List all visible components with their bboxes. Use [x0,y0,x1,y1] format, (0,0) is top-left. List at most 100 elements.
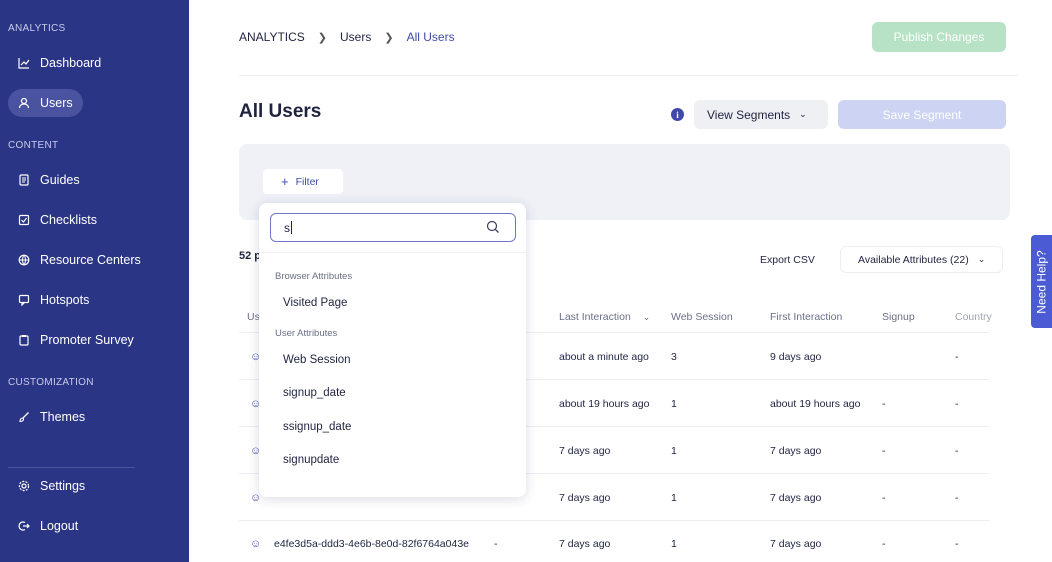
table-cell-country: - [955,538,959,550]
table-cell-signup: - [882,492,886,504]
publish-changes-button[interactable]: Publish Changes [872,22,1006,52]
table-cell-first-interaction: 7 days ago [770,445,822,457]
breadcrumb-item-users[interactable]: Users [340,30,372,44]
table-cell-web-session: 3 [671,351,677,363]
chevron-down-icon: ⌄ [977,254,986,264]
need-help-label: Need Help? [1034,249,1049,314]
table-cell-signup: - [882,398,886,410]
sidebar-item-resource-centers[interactable]: Resource Centers [8,246,151,274]
sidebar-item-users[interactable]: Users [8,89,83,117]
search-input-value: s [284,220,290,235]
logout-icon [18,520,30,532]
table-cell-last-interaction: about 19 hours ago [559,398,650,410]
view-segments-button[interactable]: View Segments ⌄ [694,100,828,129]
table-cell-signup: - [882,538,886,550]
sidebar-item-label: Checklists [40,213,97,227]
dropdown-option[interactable]: signup_date [283,387,346,399]
dropdown-option[interactable]: Visited Page [283,297,348,309]
table-cell-country: - [955,492,959,504]
table-cell-web-session: 1 [671,492,677,504]
page-title: All Users [239,101,322,122]
table-cell-country: - [955,398,959,410]
table-cell-last-interaction: 7 days ago [559,445,611,457]
column-header-signup[interactable]: Signup [882,311,915,323]
column-header-last-interaction[interactable]: Last Interaction ⌄ [559,311,650,323]
row-divider [239,426,989,427]
table-cell-first-interaction: about 19 hours ago [770,398,861,410]
chevron-right-icon: ❯ [317,31,328,44]
column-header-web-session[interactable]: Web Session [671,311,733,323]
column-header-country[interactable]: Country [955,311,992,323]
column-header-first-interaction[interactable]: First Interaction [770,311,843,323]
chevron-right-icon: ❯ [384,31,394,44]
available-attributes-label: Available Attributes (22) [858,253,969,266]
column-header-user[interactable]: Us [247,311,260,323]
info-icon[interactable]: i [671,108,684,121]
row-divider [239,473,989,474]
sidebar-item-promoter-survey[interactable]: Promoter Survey [8,326,144,354]
export-csv-button[interactable]: Export CSV [760,254,815,266]
table-cell-last-interaction: about a minute ago [559,351,649,363]
plus-icon: + [281,174,289,189]
table-cell-web-session: 1 [671,445,677,457]
filter-button-label: Filter [295,175,319,188]
user-avatar-icon: ☺ [250,538,262,550]
filter-button[interactable]: + Filter [263,169,343,194]
group-label-user: User Attributes [275,328,338,339]
section-label-content: CONTENT [8,140,59,151]
dropdown-option[interactable]: ssignup_date [283,421,352,433]
column-header-label: Last Interaction [559,311,631,323]
view-segments-label: View Segments [707,107,791,122]
sidebar-item-logout[interactable]: Logout [8,512,88,540]
table-cell-user-id[interactable]: e4fe3d5a-ddd3-4e6b-8e0d-82f6764a043e [274,538,470,550]
sidebar: ANALYTICS Dashboard Users CONTENT Guides… [0,0,189,562]
table-cell-first-interaction: 7 days ago [770,538,822,550]
sidebar-item-settings[interactable]: Settings [8,472,95,500]
save-segment-button[interactable]: Save Segment [838,100,1006,129]
table-cell-signup: - [882,445,886,457]
sidebar-item-guides[interactable]: Guides [8,166,90,194]
table-cell-first-interaction: 7 days ago [770,492,822,504]
table-cell-last-interaction: 7 days ago [559,538,611,550]
breadcrumb: ANALYTICS ❯ Users ❯ All Users [239,30,455,44]
sidebar-item-label: Hotspots [40,293,90,307]
sidebar-item-checklists[interactable]: Checklists [8,206,107,234]
need-help-tab[interactable]: Need Help? [1031,235,1052,328]
table-cell-last-interaction: 7 days ago [559,492,611,504]
sidebar-item-label: Users [40,96,73,110]
table-cell-country: - [955,445,959,457]
section-label-customization: CUSTOMIZATION [8,377,94,388]
dropdown-option[interactable]: signupdate [283,454,340,466]
attribute-search-input[interactable]: s [270,213,516,242]
gear-icon [18,480,30,492]
user-avatar-icon: ☺ [250,398,262,410]
chart-line-icon [18,57,30,69]
row-divider [239,379,989,380]
user-avatar-icon: ☺ [250,492,262,504]
table-cell-first-interaction: 9 days ago [770,351,822,363]
chevron-down-icon: ⌄ [799,109,807,119]
message-icon [18,294,30,306]
user-avatar-icon: ☺ [250,351,262,363]
available-attributes-dropdown[interactable]: Available Attributes (22) ⌄ [840,246,1003,273]
sidebar-item-themes[interactable]: Themes [8,403,95,431]
attribute-dropdown [259,203,526,497]
sidebar-item-dashboard[interactable]: Dashboard [8,49,111,77]
chevron-down-icon: ⌄ [642,312,651,322]
sidebar-item-label: Settings [40,479,86,493]
sidebar-item-hotspots[interactable]: Hotspots [8,286,99,314]
checkbox-icon [18,214,30,226]
user-avatar-icon: ☺ [250,445,262,457]
globe-icon [18,254,30,266]
document-icon [18,174,30,186]
sidebar-divider [8,467,135,468]
clipboard-icon [18,334,30,346]
sidebar-item-label: Themes [40,410,86,424]
breadcrumb-item-analytics[interactable]: ANALYTICS [239,30,305,44]
table-cell-empty: - [494,538,498,550]
section-label-analytics: ANALYTICS [8,23,66,34]
dropdown-option[interactable]: Web Session [283,354,351,366]
table-cell-web-session: 1 [671,398,677,410]
header-divider [239,75,1018,76]
group-label-browser: Browser Attributes [275,271,353,282]
